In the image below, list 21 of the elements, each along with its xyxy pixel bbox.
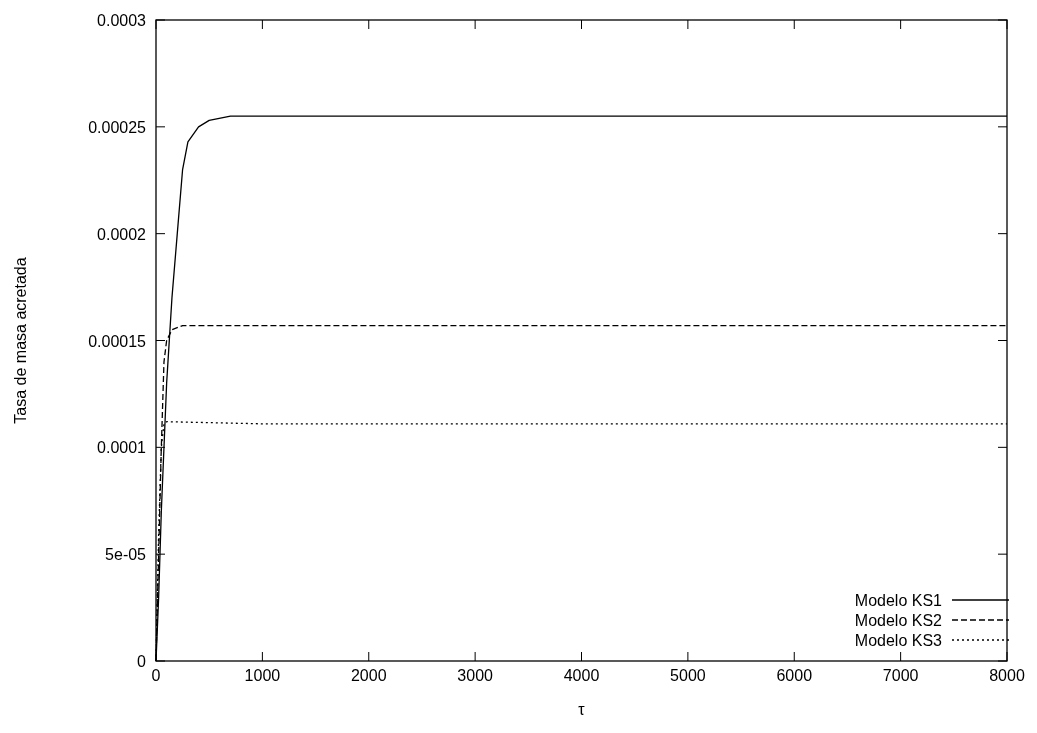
x-tick-label: 3000	[457, 667, 494, 684]
x-tick-label: 0	[151, 667, 161, 684]
y-tick-label: 5e-05	[105, 546, 147, 564]
y-tick-label: 0	[137, 653, 147, 670]
y-axis-title: Tasa de masa acretada	[12, 257, 29, 424]
y-tick-label: 0.00015	[88, 332, 147, 350]
legend-label: Modelo KS3	[854, 632, 943, 649]
legend-label: Modelo KS1	[854, 592, 943, 609]
x-tick-label: 7000	[882, 667, 919, 684]
x-tick-label: 8000	[989, 667, 1025, 684]
y-tick-label: 0.0001	[97, 439, 147, 457]
x-tick-label: 6000	[776, 667, 813, 684]
x-tick-label: 1000	[244, 667, 281, 684]
x-tick-label: 4000	[563, 667, 600, 684]
y-tick-label: 0.0003	[97, 12, 147, 29]
x-tick-label: 5000	[670, 667, 706, 684]
x-axis-title: τ	[578, 701, 586, 718]
y-tick-label: 0.0002	[97, 225, 147, 243]
x-tick-label: 2000	[350, 667, 387, 684]
legend-label: Modelo KS2	[854, 612, 943, 629]
y-tick-label: 0.00025	[88, 118, 147, 136]
